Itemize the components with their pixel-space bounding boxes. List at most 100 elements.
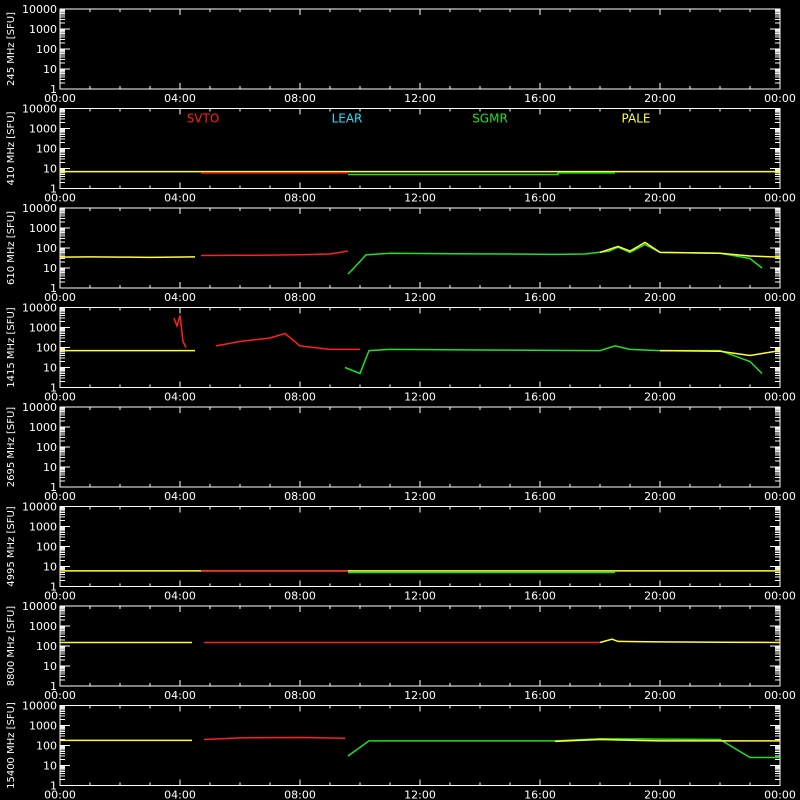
x-tick-label: 16:00 <box>524 590 556 603</box>
y-axis-label: 245 MHz [SFU] <box>6 12 17 86</box>
x-tick-label: 04:00 <box>164 689 196 702</box>
x-tick-label: 16:00 <box>524 192 556 205</box>
x-tick-label: 00:00 <box>764 92 796 105</box>
series-line-sgmr <box>348 172 615 176</box>
panel-5: 1 10 100 1000 10000 00:00 04:00 08:00 12:00 16:00… <box>6 401 796 503</box>
y-tick-label: 10 <box>43 262 57 275</box>
x-tick-label: 08:00 <box>284 689 316 702</box>
y-tick-label: 1000 <box>29 720 57 733</box>
series-line-svto <box>200 250 349 257</box>
x-tick-label: 12:00 <box>404 291 436 304</box>
series-line-sgmr <box>347 737 780 759</box>
y-tick-label: 1 <box>50 680 57 693</box>
y-tick-label: 100 <box>36 541 57 554</box>
x-tick-label: 00:00 <box>764 789 796 800</box>
x-tick-label: 20:00 <box>644 490 676 503</box>
y-tick-label: 10 <box>43 461 57 474</box>
x-tick-label: 08:00 <box>284 789 316 800</box>
x-tick-label: 20:00 <box>644 689 676 702</box>
y-axis-label: 1415 MHz [SFU] <box>6 307 17 388</box>
x-tick-label: 00:00 <box>764 590 796 603</box>
y-tick-label: 10 <box>43 63 57 76</box>
x-tick-label: 16:00 <box>524 92 556 105</box>
y-tick-label: 100 <box>36 43 57 56</box>
x-tick-label: 12:00 <box>404 192 436 205</box>
x-tick-label: 04:00 <box>164 291 196 304</box>
x-tick-label: 00:00 <box>44 92 76 105</box>
x-tick-label: 00:00 <box>44 590 76 603</box>
y-tick-label: 100 <box>36 640 57 653</box>
x-tick-label: 16:00 <box>524 789 556 800</box>
y-tick-label: 10 <box>43 561 57 574</box>
y-axis-label: 8800 MHz [SFU] <box>6 606 17 687</box>
y-tick-label: 1 <box>50 382 57 395</box>
x-tick-label: 08:00 <box>284 291 316 304</box>
y-tick-label: 10000 <box>22 501 57 514</box>
x-tick-label: 12:00 <box>404 590 436 603</box>
y-axis-label: 4995 MHz [SFU] <box>6 506 17 587</box>
legend-entry-lear: LEAR <box>332 112 363 126</box>
x-tick-label: 00:00 <box>44 391 76 404</box>
x-tick-label: 12:00 <box>404 92 436 105</box>
y-axis-label: 610 MHz [SFU] <box>6 211 17 285</box>
x-tick-label: 08:00 <box>284 192 316 205</box>
x-tick-label: 20:00 <box>644 291 676 304</box>
y-axis-label: 2695 MHz [SFU] <box>6 407 17 488</box>
x-tick-label: 04:00 <box>164 92 196 105</box>
x-tick-label: 00:00 <box>764 490 796 503</box>
y-tick-label: 100 <box>36 342 57 355</box>
x-tick-label: 00:00 <box>764 291 796 304</box>
x-tick-label: 08:00 <box>284 92 316 105</box>
y-tick-label: 10 <box>43 660 57 673</box>
y-tick-label: 100 <box>36 441 57 454</box>
y-tick-label: 1000 <box>29 421 57 434</box>
x-tick-label: 04:00 <box>164 391 196 404</box>
y-axis-label: 15400 MHz [SFU] <box>6 702 17 789</box>
x-tick-label: 04:00 <box>164 789 196 800</box>
x-tick-label: 16:00 <box>524 391 556 404</box>
x-tick-label: 00:00 <box>44 490 76 503</box>
panel-4: 1 10 100 1000 10000 00:00 04:00 08:00 12:00 16:00… <box>6 302 796 404</box>
series-line-svto <box>173 315 187 348</box>
y-tick-label: 1000 <box>29 123 57 136</box>
y-tick-label: 1000 <box>29 322 57 335</box>
y-tick-label: 10000 <box>22 302 57 315</box>
x-tick-label: 04:00 <box>164 590 196 603</box>
y-axis-label: 410 MHz [SFU] <box>6 111 17 185</box>
y-tick-label: 1000 <box>29 222 57 235</box>
x-tick-label: 00:00 <box>44 789 76 800</box>
panel-8: 1 10 100 1000 10000 00:00 04:00 08:00 12:00 16:00… <box>6 700 796 800</box>
x-tick-label: 20:00 <box>644 391 676 404</box>
legend-entry-pale: PALE <box>622 112 651 126</box>
y-tick-label: 1 <box>50 282 57 295</box>
y-tick-label: 1000 <box>29 620 57 633</box>
x-tick-label: 00:00 <box>764 391 796 404</box>
y-tick-label: 10 <box>43 362 57 375</box>
series-line-pale <box>659 349 781 357</box>
y-tick-label: 10000 <box>22 202 57 215</box>
series-line-pale <box>59 256 196 259</box>
y-tick-label: 1 <box>50 183 57 196</box>
y-tick-label: 1000 <box>29 521 57 534</box>
y-tick-label: 10000 <box>22 103 57 116</box>
legend-entry-sgmr: SGMR <box>472 112 508 126</box>
x-tick-label: 00:00 <box>44 291 76 304</box>
y-tick-label: 10000 <box>22 600 57 613</box>
x-tick-label: 16:00 <box>524 490 556 503</box>
x-tick-label: 08:00 <box>284 490 316 503</box>
series-line-pale <box>599 241 781 258</box>
y-tick-label: 1 <box>50 83 57 96</box>
x-tick-label: 12:00 <box>404 689 436 702</box>
series-line-svto <box>215 332 360 351</box>
x-tick-label: 20:00 <box>644 192 676 205</box>
series-line-pale <box>599 638 781 644</box>
x-tick-label: 04:00 <box>164 490 196 503</box>
x-tick-label: 12:00 <box>404 789 436 800</box>
x-tick-label: 20:00 <box>644 590 676 603</box>
x-tick-label: 04:00 <box>164 192 196 205</box>
x-tick-label: 00:00 <box>764 192 796 205</box>
y-tick-label: 10 <box>43 760 57 773</box>
panel-3: 1 10 100 1000 10000 00:00 04:00 08:00 12:00 16:00… <box>6 202 796 304</box>
